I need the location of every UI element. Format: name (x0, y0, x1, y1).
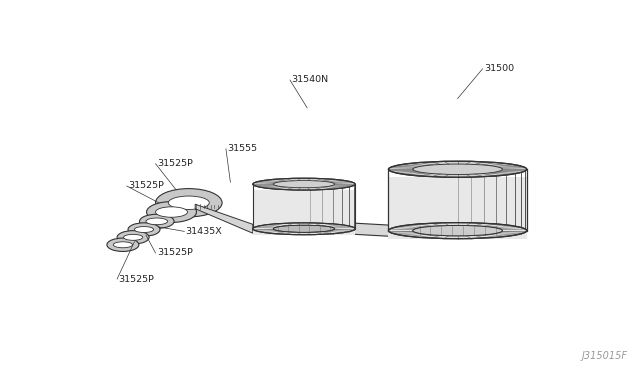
Text: 31525P: 31525P (118, 275, 154, 283)
Ellipse shape (124, 234, 143, 240)
Ellipse shape (413, 225, 502, 236)
Text: 31435X: 31435X (186, 227, 222, 236)
Text: 31525P: 31525P (157, 248, 193, 257)
Text: 31555: 31555 (227, 144, 257, 153)
Text: 31525P: 31525P (128, 182, 164, 190)
Polygon shape (355, 223, 388, 236)
Ellipse shape (156, 207, 188, 217)
Ellipse shape (156, 189, 222, 217)
Ellipse shape (273, 225, 335, 232)
Ellipse shape (168, 196, 209, 209)
Text: J315015F: J315015F (581, 351, 627, 361)
Ellipse shape (147, 202, 196, 222)
Ellipse shape (107, 238, 139, 251)
Ellipse shape (388, 161, 527, 177)
Polygon shape (195, 204, 253, 233)
Ellipse shape (388, 222, 527, 239)
Text: 31540N: 31540N (291, 76, 328, 84)
Polygon shape (388, 177, 527, 239)
Ellipse shape (134, 227, 154, 232)
Ellipse shape (113, 242, 132, 248)
Ellipse shape (117, 231, 149, 244)
Text: 31525P: 31525P (157, 159, 193, 168)
Ellipse shape (128, 223, 160, 236)
Ellipse shape (146, 218, 168, 225)
Polygon shape (253, 190, 355, 235)
Ellipse shape (253, 223, 355, 235)
Ellipse shape (253, 178, 355, 190)
Text: 31500: 31500 (484, 64, 514, 73)
Ellipse shape (140, 214, 174, 228)
